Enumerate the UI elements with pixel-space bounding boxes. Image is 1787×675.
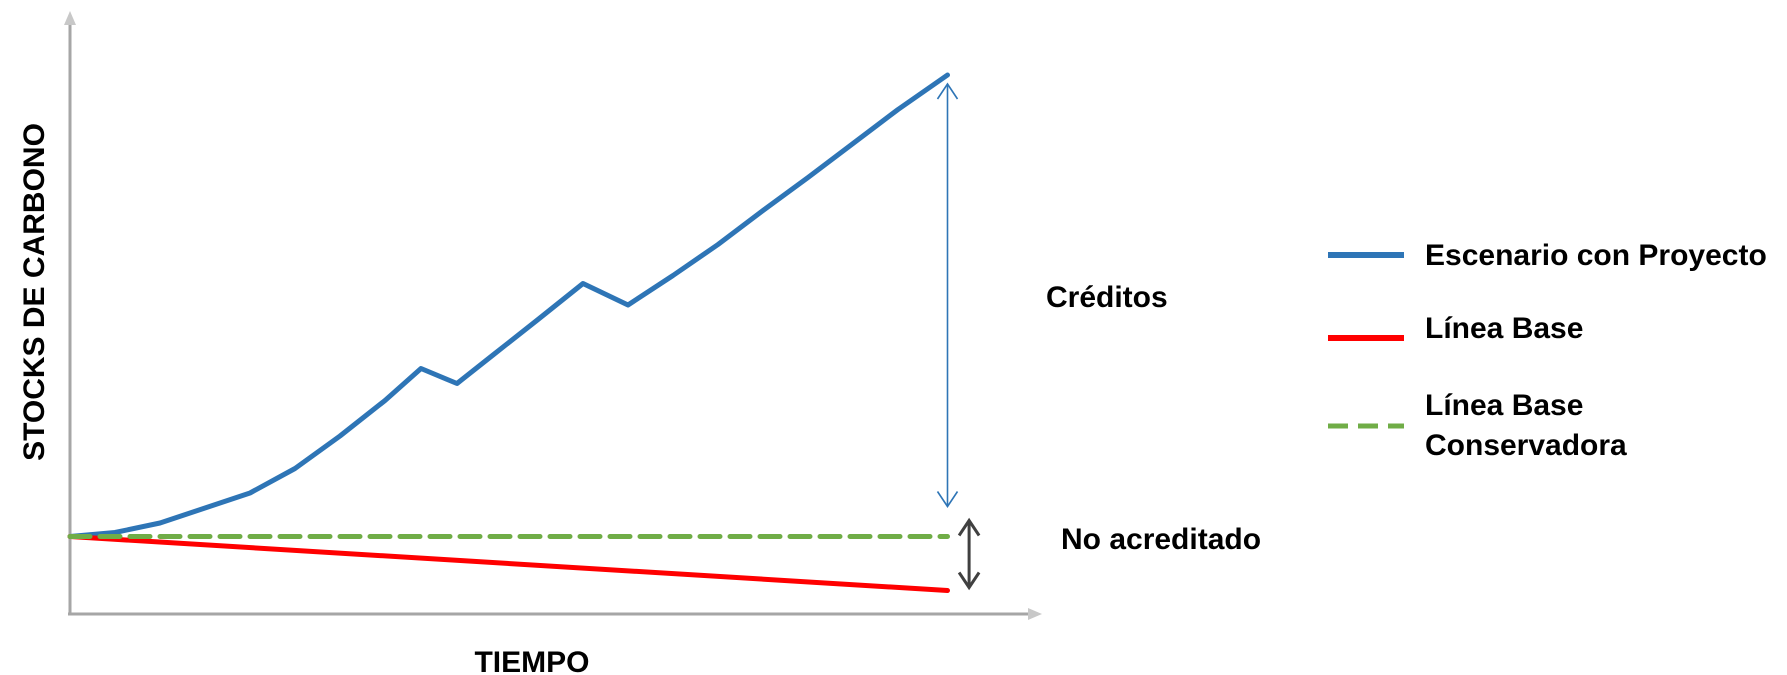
series-layer <box>67 72 950 593</box>
annotation-arrows <box>936 82 981 591</box>
legend-label-linea-base: Línea Base <box>1425 312 1583 345</box>
legend: Escenario con Proyecto Línea Base Línea … <box>1328 239 1767 462</box>
series-line-proyecto <box>67 72 950 539</box>
arrow-head-top-no-acreditado <box>957 517 981 537</box>
series-line-linea-base <box>67 534 950 593</box>
annotation-no-acreditado: No acreditado <box>1061 523 1261 556</box>
legend-label-conservadora: Línea Base Conservadora <box>1425 389 1627 462</box>
y-axis-title: STOCKS DE CARBONO <box>18 123 51 461</box>
legend-label-proyecto: Escenario con Proyecto <box>1425 239 1767 272</box>
x-axis-title: TIEMPO <box>474 646 589 675</box>
axes <box>64 11 1042 620</box>
arrow-head-bottom-no-acreditado <box>957 571 981 591</box>
arrow-head-bottom-creditos <box>936 491 959 508</box>
arrow-head-top-creditos <box>936 82 959 100</box>
arrow-creditos <box>936 82 959 508</box>
arrow-no-acreditado <box>957 517 981 591</box>
annotation-creditos: Créditos <box>1046 281 1168 314</box>
